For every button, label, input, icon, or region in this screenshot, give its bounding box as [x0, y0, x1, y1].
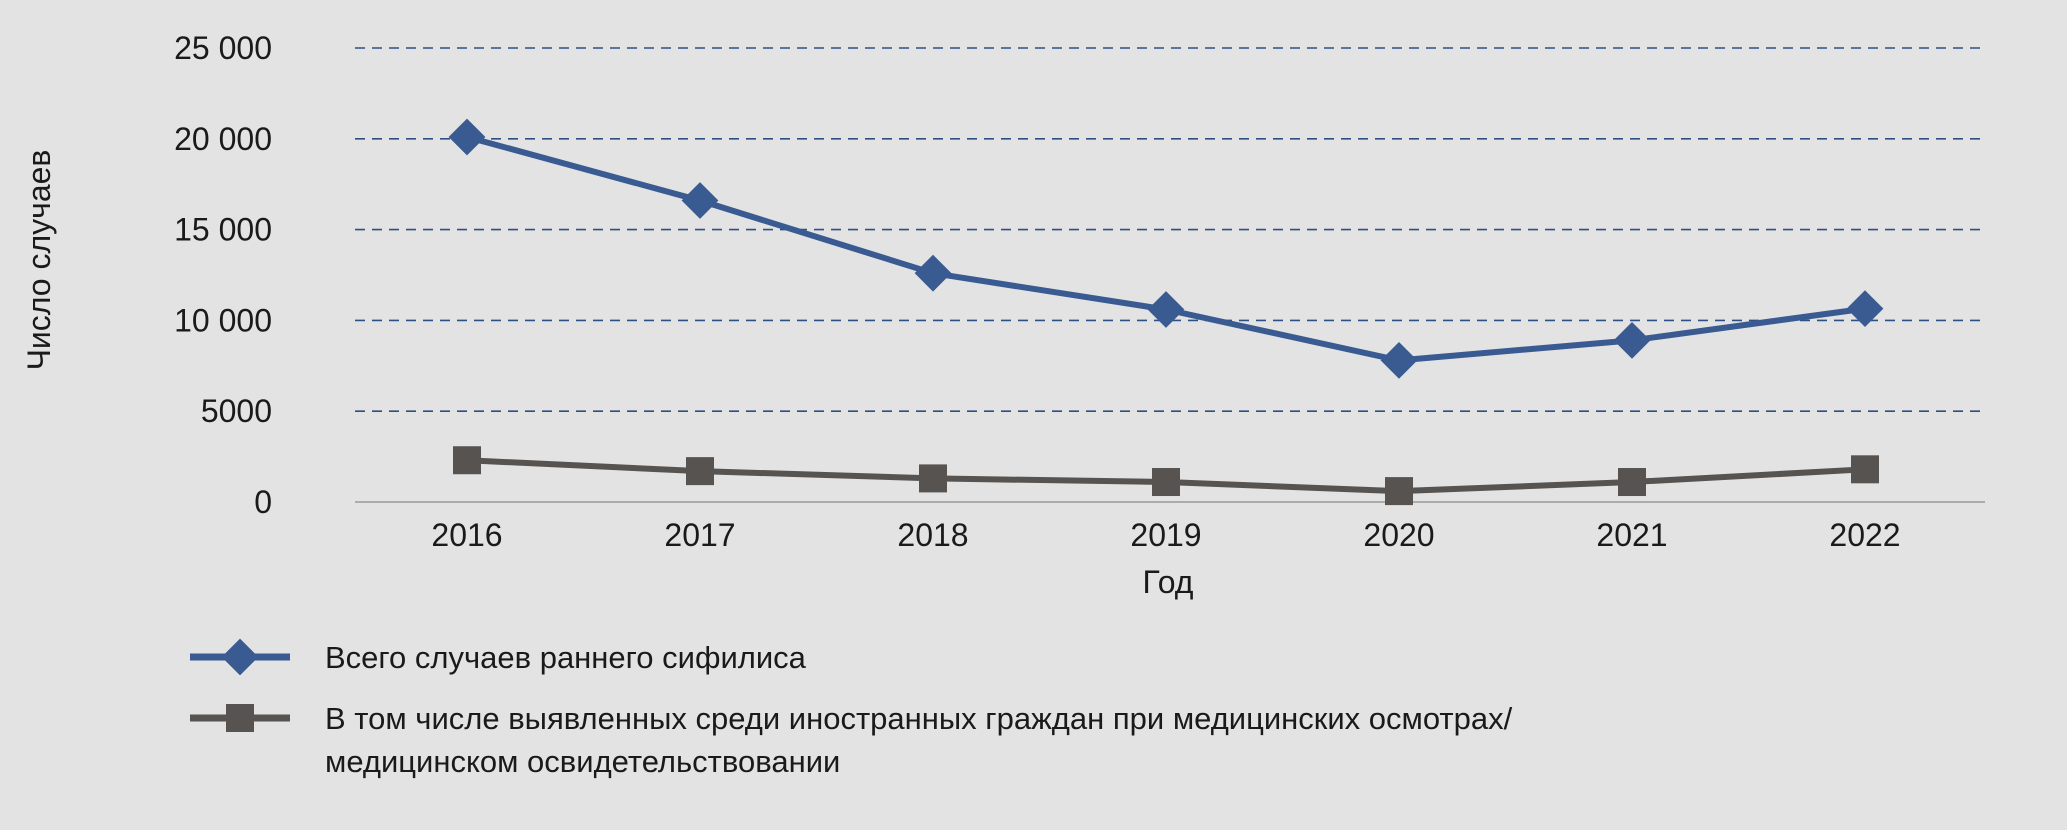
- y-tick-label: 20 000: [174, 121, 272, 157]
- y-tick-labels: 0 5000 10 000 15 000 20 000 25 000: [174, 30, 272, 520]
- legend-label-foreign-line2: медицинском освидетельствовании: [325, 744, 840, 779]
- x-tick-label: 2022: [1829, 517, 1900, 553]
- legend-item-foreign: В том числе выявленных среди иностранных…: [190, 701, 1513, 779]
- x-tick-label: 2016: [431, 517, 502, 553]
- y-tick-label: 10 000: [174, 302, 272, 338]
- legend-diamond-icon: [221, 638, 259, 676]
- y-tick-label: 5000: [201, 393, 272, 429]
- data-point: [448, 118, 486, 156]
- y-tick-label: 0: [254, 484, 272, 520]
- legend: Всего случаев раннего сифилиса В том чис…: [190, 638, 1513, 779]
- y-axis-title: Число случаев: [21, 150, 57, 371]
- x-tick-label: 2018: [897, 517, 968, 553]
- x-tick-label: 2021: [1596, 517, 1667, 553]
- data-point: [1613, 321, 1651, 359]
- legend-label-total: Всего случаев раннего сифилиса: [325, 640, 807, 675]
- data-point: [686, 457, 714, 486]
- data-point: [1152, 468, 1180, 497]
- series-0: [448, 118, 1884, 379]
- data-point: [1380, 341, 1418, 379]
- data-point: [1846, 290, 1884, 327]
- data-point: [1385, 477, 1413, 506]
- series-1: [453, 446, 1879, 506]
- legend-item-total: Всего случаев раннего сифилиса: [190, 638, 807, 676]
- data-point: [919, 464, 947, 493]
- data-point: [453, 446, 481, 475]
- data-point: [914, 254, 952, 292]
- data-point: [1851, 455, 1879, 484]
- data-point: [1147, 291, 1185, 328]
- data-point: [1618, 468, 1646, 497]
- x-axis-title: Год: [1143, 564, 1194, 600]
- x-tick-label: 2017: [664, 517, 735, 553]
- gridlines: [355, 47, 1985, 413]
- x-tick-label: 2019: [1130, 517, 1201, 553]
- data-point: [681, 182, 719, 219]
- x-tick-labels: 2016 2017 2018 2019 2020 2021 2022: [431, 517, 1900, 553]
- legend-square-icon: [226, 704, 254, 732]
- legend-label-foreign-line1: В том числе выявленных среди иностранных…: [325, 701, 1513, 736]
- y-tick-label: 15 000: [174, 212, 272, 248]
- y-tick-label: 25 000: [174, 30, 272, 66]
- x-tick-label: 2020: [1363, 517, 1434, 553]
- series-layer: [448, 118, 1884, 506]
